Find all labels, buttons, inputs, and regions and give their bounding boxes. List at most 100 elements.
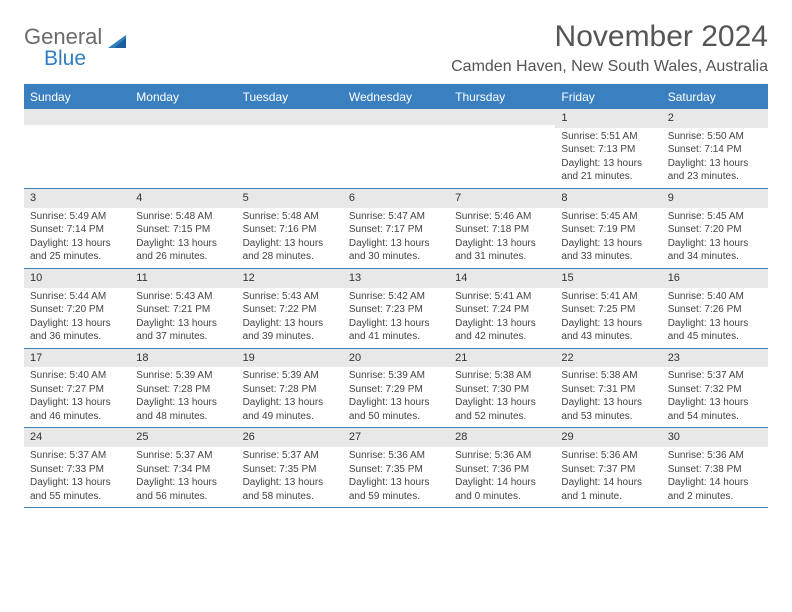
day-cell: 7Sunrise: 5:46 AMSunset: 7:18 PMDaylight… xyxy=(449,189,555,268)
day-cell: 4Sunrise: 5:48 AMSunset: 7:15 PMDaylight… xyxy=(130,189,236,268)
day-detail-line: Daylight: 13 hours and 39 minutes. xyxy=(243,317,337,344)
day-cell: 1Sunrise: 5:51 AMSunset: 7:13 PMDaylight… xyxy=(555,109,661,188)
day-detail-line: Sunrise: 5:36 AM xyxy=(349,449,443,463)
day-detail-line: Sunset: 7:14 PM xyxy=(668,143,762,157)
week-row: 17Sunrise: 5:40 AMSunset: 7:27 PMDayligh… xyxy=(24,349,768,429)
day-detail-line: Sunset: 7:20 PM xyxy=(668,223,762,237)
day-number: 24 xyxy=(24,428,130,447)
day-number: 15 xyxy=(555,269,661,288)
day-body: Sunrise: 5:38 AMSunset: 7:30 PMDaylight:… xyxy=(449,367,555,427)
day-detail-line: Sunrise: 5:48 AM xyxy=(243,210,337,224)
day-detail-line: Daylight: 14 hours and 1 minute. xyxy=(561,476,655,503)
day-detail-line: Sunrise: 5:39 AM xyxy=(349,369,443,383)
day-body: Sunrise: 5:45 AMSunset: 7:20 PMDaylight:… xyxy=(662,208,768,268)
day-detail-line: Daylight: 13 hours and 42 minutes. xyxy=(455,317,549,344)
day-header-cell: Wednesday xyxy=(343,85,449,109)
day-cell xyxy=(449,109,555,188)
day-detail-line: Sunset: 7:30 PM xyxy=(455,383,549,397)
day-detail-line: Daylight: 13 hours and 25 minutes. xyxy=(30,237,124,264)
day-detail-line: Sunrise: 5:44 AM xyxy=(30,290,124,304)
day-number xyxy=(449,109,555,125)
day-detail-line: Sunrise: 5:42 AM xyxy=(349,290,443,304)
day-number: 28 xyxy=(449,428,555,447)
day-cell: 20Sunrise: 5:39 AMSunset: 7:29 PMDayligh… xyxy=(343,349,449,428)
day-detail-line: Sunset: 7:34 PM xyxy=(136,463,230,477)
day-detail-line: Daylight: 13 hours and 31 minutes. xyxy=(455,237,549,264)
day-number: 30 xyxy=(662,428,768,447)
day-body: Sunrise: 5:36 AMSunset: 7:38 PMDaylight:… xyxy=(662,447,768,507)
day-detail-line: Daylight: 14 hours and 0 minutes. xyxy=(455,476,549,503)
day-detail-line: Daylight: 13 hours and 43 minutes. xyxy=(561,317,655,344)
day-cell: 13Sunrise: 5:42 AMSunset: 7:23 PMDayligh… xyxy=(343,269,449,348)
day-detail-line: Sunrise: 5:37 AM xyxy=(668,369,762,383)
day-body: Sunrise: 5:41 AMSunset: 7:24 PMDaylight:… xyxy=(449,288,555,348)
day-number: 10 xyxy=(24,269,130,288)
day-detail-line: Sunrise: 5:45 AM xyxy=(668,210,762,224)
day-cell: 11Sunrise: 5:43 AMSunset: 7:21 PMDayligh… xyxy=(130,269,236,348)
day-cell: 3Sunrise: 5:49 AMSunset: 7:14 PMDaylight… xyxy=(24,189,130,268)
day-body: Sunrise: 5:36 AMSunset: 7:36 PMDaylight:… xyxy=(449,447,555,507)
day-detail-line: Sunset: 7:37 PM xyxy=(561,463,655,477)
day-body: Sunrise: 5:37 AMSunset: 7:33 PMDaylight:… xyxy=(24,447,130,507)
day-body: Sunrise: 5:50 AMSunset: 7:14 PMDaylight:… xyxy=(662,128,768,188)
day-cell: 25Sunrise: 5:37 AMSunset: 7:34 PMDayligh… xyxy=(130,428,236,507)
triangle-icon xyxy=(108,33,130,56)
day-body: Sunrise: 5:40 AMSunset: 7:27 PMDaylight:… xyxy=(24,367,130,427)
day-detail-line: Sunset: 7:36 PM xyxy=(455,463,549,477)
day-detail-line: Sunrise: 5:39 AM xyxy=(136,369,230,383)
header: General Blue November 2024 Camden Haven,… xyxy=(24,20,768,76)
day-detail-line: Sunrise: 5:37 AM xyxy=(30,449,124,463)
day-detail-line: Daylight: 13 hours and 33 minutes. xyxy=(561,237,655,264)
day-body: Sunrise: 5:39 AMSunset: 7:28 PMDaylight:… xyxy=(130,367,236,427)
day-body: Sunrise: 5:41 AMSunset: 7:25 PMDaylight:… xyxy=(555,288,661,348)
day-detail-line: Daylight: 13 hours and 37 minutes. xyxy=(136,317,230,344)
day-detail-line: Sunrise: 5:41 AM xyxy=(561,290,655,304)
day-body: Sunrise: 5:36 AMSunset: 7:37 PMDaylight:… xyxy=(555,447,661,507)
day-detail-line: Sunrise: 5:40 AM xyxy=(668,290,762,304)
day-detail-line: Daylight: 13 hours and 30 minutes. xyxy=(349,237,443,264)
day-detail-line: Daylight: 13 hours and 34 minutes. xyxy=(668,237,762,264)
day-detail-line: Daylight: 13 hours and 52 minutes. xyxy=(455,396,549,423)
day-body: Sunrise: 5:39 AMSunset: 7:28 PMDaylight:… xyxy=(237,367,343,427)
day-cell: 9Sunrise: 5:45 AMSunset: 7:20 PMDaylight… xyxy=(662,189,768,268)
day-body: Sunrise: 5:47 AMSunset: 7:17 PMDaylight:… xyxy=(343,208,449,268)
day-header-cell: Sunday xyxy=(24,85,130,109)
day-body xyxy=(449,125,555,131)
day-body: Sunrise: 5:48 AMSunset: 7:15 PMDaylight:… xyxy=(130,208,236,268)
day-detail-line: Sunrise: 5:41 AM xyxy=(455,290,549,304)
day-number: 17 xyxy=(24,349,130,368)
day-cell: 23Sunrise: 5:37 AMSunset: 7:32 PMDayligh… xyxy=(662,349,768,428)
day-detail-line: Daylight: 13 hours and 54 minutes. xyxy=(668,396,762,423)
day-header-cell: Saturday xyxy=(662,85,768,109)
day-detail-line: Sunset: 7:23 PM xyxy=(349,303,443,317)
day-detail-line: Sunset: 7:16 PM xyxy=(243,223,337,237)
day-cell xyxy=(130,109,236,188)
day-header-cell: Tuesday xyxy=(237,85,343,109)
day-number: 21 xyxy=(449,349,555,368)
day-cell xyxy=(24,109,130,188)
day-detail-line: Sunset: 7:27 PM xyxy=(30,383,124,397)
day-header-cell: Monday xyxy=(130,85,236,109)
day-number: 22 xyxy=(555,349,661,368)
day-detail-line: Sunrise: 5:43 AM xyxy=(136,290,230,304)
day-detail-line: Sunrise: 5:36 AM xyxy=(668,449,762,463)
day-detail-line: Daylight: 13 hours and 26 minutes. xyxy=(136,237,230,264)
day-detail-line: Sunset: 7:24 PM xyxy=(455,303,549,317)
day-cell: 18Sunrise: 5:39 AMSunset: 7:28 PMDayligh… xyxy=(130,349,236,428)
day-number: 2 xyxy=(662,109,768,128)
day-detail-line: Sunset: 7:35 PM xyxy=(243,463,337,477)
day-number: 29 xyxy=(555,428,661,447)
day-number: 13 xyxy=(343,269,449,288)
day-detail-line: Sunset: 7:13 PM xyxy=(561,143,655,157)
day-number: 25 xyxy=(130,428,236,447)
day-body: Sunrise: 5:51 AMSunset: 7:13 PMDaylight:… xyxy=(555,128,661,188)
day-detail-line: Sunset: 7:32 PM xyxy=(668,383,762,397)
day-number: 3 xyxy=(24,189,130,208)
day-detail-line: Sunset: 7:20 PM xyxy=(30,303,124,317)
day-cell: 8Sunrise: 5:45 AMSunset: 7:19 PMDaylight… xyxy=(555,189,661,268)
day-detail-line: Sunrise: 5:46 AM xyxy=(455,210,549,224)
day-body: Sunrise: 5:39 AMSunset: 7:29 PMDaylight:… xyxy=(343,367,449,427)
day-cell xyxy=(343,109,449,188)
day-detail-line: Sunrise: 5:39 AM xyxy=(243,369,337,383)
day-detail-line: Daylight: 13 hours and 46 minutes. xyxy=(30,396,124,423)
